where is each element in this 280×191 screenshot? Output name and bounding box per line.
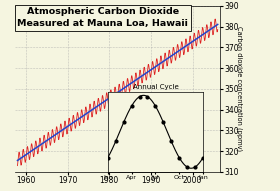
- Y-axis label: Carbon dioxide concentration (ppmv): Carbon dioxide concentration (ppmv): [236, 26, 243, 151]
- Text: Atmospheric Carbon Dioxide
Measured at Mauna Loa, Hawaii: Atmospheric Carbon Dioxide Measured at M…: [17, 7, 188, 28]
- Title: Annual Cycle: Annual Cycle: [132, 84, 178, 90]
